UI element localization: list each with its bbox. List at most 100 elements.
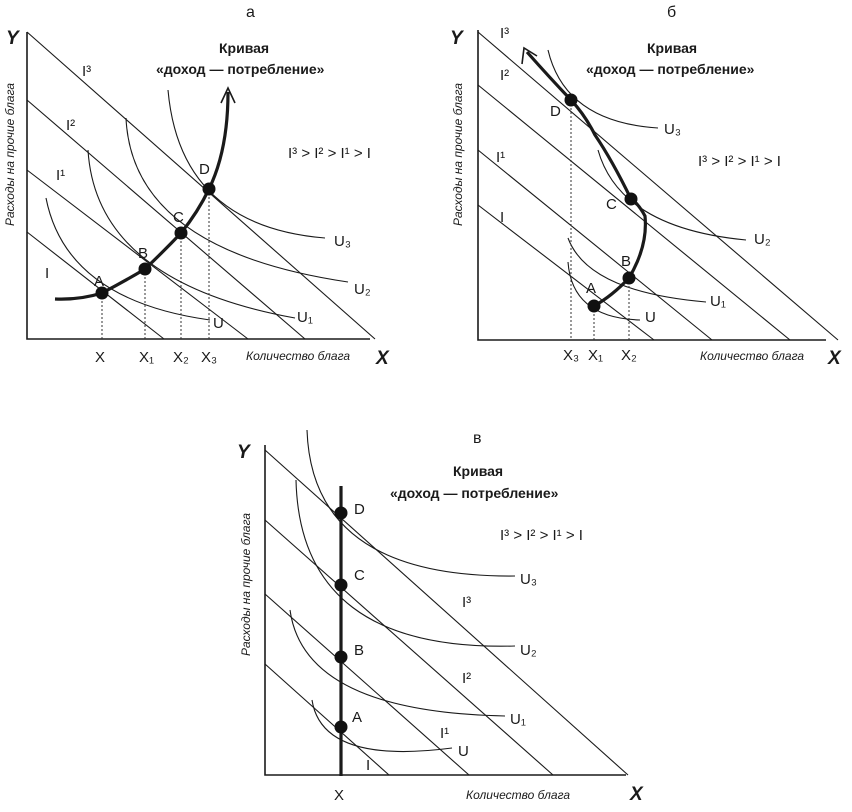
panel-c-indiff-label-U1: U₁: [510, 711, 526, 728]
panel-a-point-C: [174, 226, 188, 240]
panel-b-budget-label-I3: I³: [500, 25, 509, 42]
panel-b-indiff-U2: [597, 149, 747, 241]
panel-a-point-D: [202, 182, 216, 196]
panel-a-xtick-X3: X₃: [201, 349, 217, 366]
panel-a-icc-arrow: [220, 86, 236, 104]
panel-a-x-axis-label: X: [375, 348, 390, 369]
panel-c-curve-title-2: «доход — потребление»: [390, 485, 559, 501]
panel-a-indiff-U1: [87, 149, 296, 319]
panel-b-label-C: C: [606, 196, 617, 213]
panel-c-budget-label-I1: I¹: [440, 725, 449, 742]
panel-a-budget-label-I3: I³: [82, 63, 91, 80]
panel-a-point-B: [138, 262, 152, 276]
panel-b-y-caption: Расходы на прочие блага: [451, 83, 465, 226]
panel-a-indiff-label-U1: U₁: [297, 309, 313, 326]
panel-c-indiff-U3: [306, 429, 516, 577]
panel-b-point-C: [624, 192, 638, 206]
panel-a-y-caption: Расходы на прочие блага: [3, 83, 17, 226]
panel-b-x-axis-label: X: [827, 348, 842, 369]
panel-a-label-D: D: [199, 161, 210, 178]
panel-b-budget-label-I2: I²: [500, 67, 509, 84]
panel-c-label-B: B: [354, 642, 364, 659]
panel-c-indiff-label-U2: U₂: [520, 642, 537, 659]
panel-b-x-caption: Количество блага: [700, 349, 804, 363]
panel-c-budget-line-I2: [264, 519, 554, 776]
panel-a-indiff-U3: [167, 89, 326, 239]
panel-b-point-D: [564, 93, 578, 107]
panel-b-budget-label-I1: I¹: [496, 149, 505, 166]
panel-a: а Y X Расходы на прочие блага Количество…: [3, 4, 390, 369]
panel-c-point-D: [334, 506, 348, 520]
panel-c-y-caption: Расходы на прочие блага: [239, 513, 253, 656]
panel-c-y-axis-label: Y: [237, 442, 252, 463]
panel-c-label-D: D: [354, 501, 365, 518]
panel-a-label-B: B: [138, 245, 148, 262]
panel-b-point-A: [587, 299, 601, 313]
panel-a-y-axis-label: Y: [6, 28, 21, 49]
panel-c-point-A: [334, 720, 348, 734]
panel-b-budget-label-I: I: [500, 209, 504, 226]
panel-a-curve-title-2: «доход — потребление»: [156, 61, 325, 77]
panel-b-label-A: A: [586, 280, 596, 297]
panel-b-budget-line-I1: [477, 149, 713, 341]
panel-c-indiff-U1: [289, 609, 506, 717]
panel-b-label-B: B: [621, 253, 631, 270]
panel-b-point-B: [622, 271, 636, 285]
panel-a-x-caption: Количество блага: [246, 349, 350, 363]
panel-c-budget-label-I: I: [366, 757, 370, 774]
panel-c-letter: в: [473, 430, 482, 447]
panel-a-label-C: C: [173, 209, 184, 226]
panel-b-inequality: I³ > I² > I¹ > I: [698, 153, 781, 170]
panel-b-indiff-label-U: U: [645, 309, 656, 326]
panel-a-indiff-label-U3: U₃: [334, 233, 351, 250]
panel-b-budget-line-I2: [477, 84, 791, 341]
panel-a-xtick-X2: X₂: [173, 349, 189, 366]
panel-b-xtick-X1: X₁: [588, 347, 603, 364]
panel-c-curve-title-1: Кривая: [453, 463, 503, 479]
panel-a-axes: [26, 32, 370, 340]
panel-c: в Y X Расходы на прочие блага Количество…: [237, 429, 644, 805]
panel-a-label-A: A: [94, 273, 104, 290]
panel-c-label-C: C: [354, 567, 365, 584]
panel-b-indiff-label-U2: U₂: [754, 231, 771, 248]
panel-b: б Y X Расходы на прочие блага Количество…: [450, 4, 842, 369]
panel-b-letter: б: [667, 4, 676, 21]
panel-a-budget-line-I: [26, 231, 165, 340]
panel-b-indiff-label-U1: U₁: [710, 293, 726, 310]
panel-a-letter: а: [246, 4, 255, 21]
panel-b-axes: [477, 30, 826, 341]
panel-b-indiff-U3: [547, 49, 659, 129]
panel-b-label-D: D: [550, 103, 561, 120]
panel-c-point-B: [334, 650, 348, 664]
panel-a-indiff-U2: [125, 117, 349, 283]
panel-a-inequality: I³ > I² > I¹ > I: [288, 145, 371, 162]
panel-a-xtick-X1: X₁: [139, 349, 154, 366]
panel-b-icc-arrow: [521, 46, 538, 65]
panel-c-indiff-label-U3: U₃: [520, 571, 537, 588]
panel-b-xtick-X3: X₃: [563, 347, 579, 364]
panel-c-indiff-U2: [295, 479, 516, 647]
panel-a-curve-title-1: Кривая: [219, 40, 269, 56]
panel-a-indiff-label-U: U: [213, 315, 224, 332]
panel-a-indiff-label-U2: U₂: [354, 281, 371, 298]
panel-a-indiff-U: [45, 197, 211, 321]
panel-c-budget-line-I1: [264, 593, 470, 776]
panel-c-indiff-U: [311, 699, 453, 753]
panel-b-y-axis-label: Y: [450, 28, 465, 49]
panel-a-point-A: [95, 286, 109, 300]
panel-c-label-A: A: [352, 709, 362, 726]
panel-b-curve-title-2: «доход — потребление»: [586, 61, 755, 77]
panel-a-budget-line-I3: [26, 31, 376, 340]
panel-a-budget-line-I1: [26, 169, 249, 340]
panel-c-budget-label-I2: I²: [462, 670, 471, 687]
panel-a-budget-label-I2: I²: [66, 117, 75, 134]
panel-b-indiff-label-U3: U₃: [664, 121, 681, 138]
panel-c-x-caption: Количество блага: [466, 788, 570, 802]
panel-b-xtick-X2: X₂: [621, 347, 637, 364]
panel-a-xtick-X: X: [95, 349, 105, 366]
panel-a-budget-label-I1: I¹: [56, 167, 65, 184]
panel-b-budget-line-I: [477, 204, 655, 341]
panel-c-inequality: I³ > I² > I¹ > I: [500, 527, 583, 544]
panel-c-budget-line-I: [264, 663, 390, 776]
